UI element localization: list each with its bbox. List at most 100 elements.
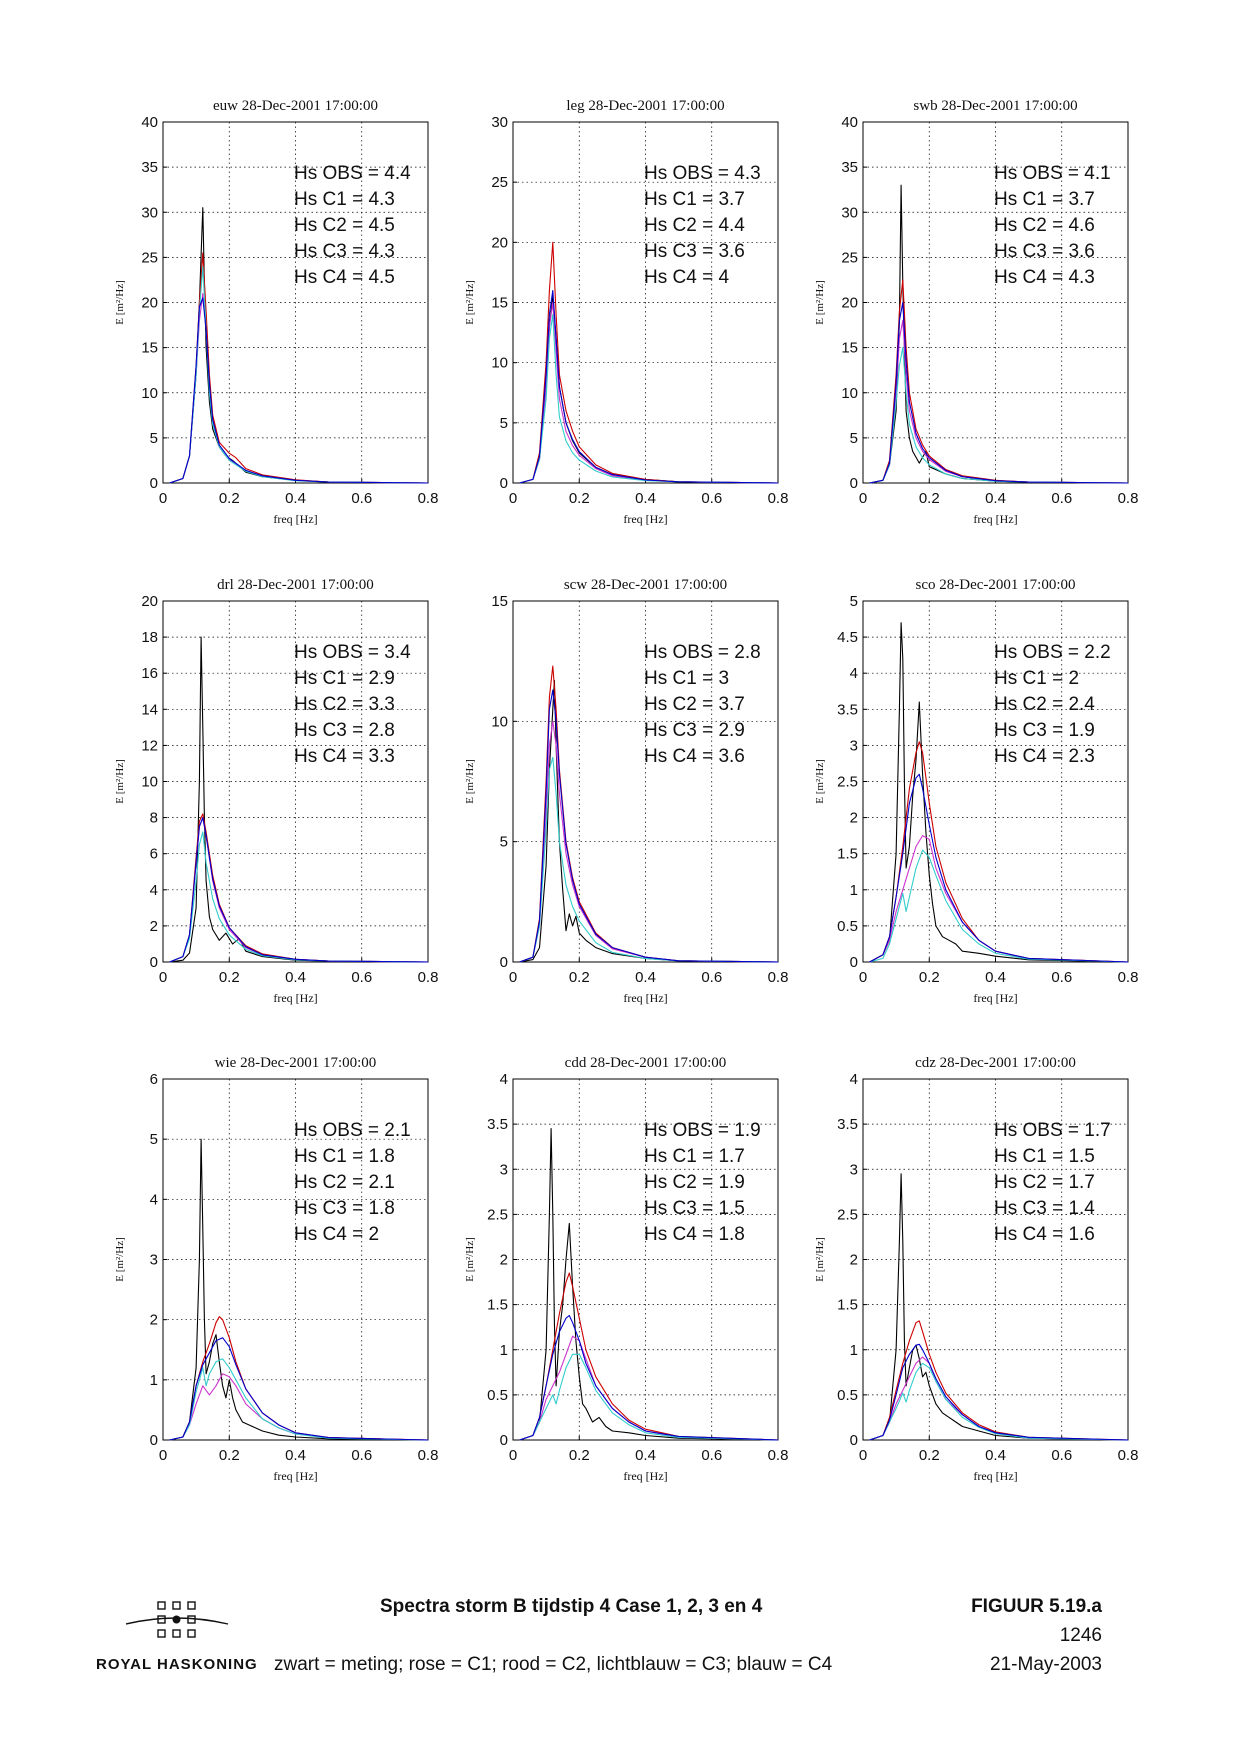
- x-axis-label: freq [Hz]: [973, 1469, 1017, 1483]
- y-axis-label: E [m²/Hz]: [114, 759, 126, 804]
- y-tick-label: 5: [850, 430, 858, 447]
- x-tick-label: 0.2: [219, 1447, 240, 1464]
- hs-annotation: Hs C3 = 1.9: [994, 720, 1095, 741]
- x-tick-label: 0.2: [919, 969, 940, 986]
- y-tick-label: 40: [141, 114, 158, 131]
- hs-annotation: Hs C2 = 1.9: [644, 1172, 745, 1193]
- y-tick-label: 2: [500, 1252, 508, 1269]
- hs-annotation: Hs C3 = 1.4: [994, 1198, 1095, 1219]
- hs-annotation: Hs C1 = 3.7: [644, 189, 745, 210]
- spectrum-panel: 0 0.2 0.4 0.6 0.8 0 5 10 15 20 25 30 35 40 euw 28-Dec-…: [114, 98, 438, 526]
- series-line-0: [169, 636, 429, 963]
- color-legend-text: zwart = meting; rose = C1; rood = C2, li…: [274, 1654, 833, 1675]
- y-tick-label: 0: [150, 1432, 158, 1449]
- y-tick-label: 2.5: [487, 1206, 508, 1223]
- hs-annotation: Hs C2 = 4.5: [294, 215, 395, 236]
- series-line-3: [519, 1353, 779, 1441]
- x-tick-label: 0.2: [219, 969, 240, 986]
- y-tick-label: 1.5: [837, 1297, 858, 1314]
- y-tick-label: 4: [150, 1191, 158, 1208]
- y-tick-label: 1: [150, 1372, 158, 1389]
- y-tick-label: 18: [141, 629, 158, 646]
- hs-annotation: Hs C4 = 2.3: [994, 746, 1095, 767]
- y-tick-label: 14: [141, 701, 158, 718]
- y-tick-label: 2: [150, 1312, 158, 1329]
- x-axis-label: freq [Hz]: [273, 512, 317, 526]
- series-line-4: [169, 817, 429, 963]
- y-tick-label: 40: [841, 114, 858, 131]
- y-tick-label: 10: [491, 355, 508, 372]
- series-line-0: [869, 1173, 1129, 1441]
- y-tick-label: 6: [150, 1071, 158, 1088]
- y-tick-label: 0: [150, 954, 158, 971]
- hs-annotation: Hs OBS = 2.8: [644, 642, 761, 663]
- chart-title: cdz 28-Dec-2001 17:00:00: [915, 1055, 1076, 1071]
- y-axis-label: E [m²/Hz]: [464, 280, 476, 325]
- hs-annotation: Hs C1 = 2: [994, 668, 1079, 689]
- y-tick-label: 10: [491, 713, 508, 730]
- hs-annotation: Hs C1 = 1.8: [294, 1146, 395, 1167]
- x-tick-label: 0.6: [701, 1447, 722, 1464]
- series-line-3: [169, 831, 429, 963]
- x-tick-label: 0: [859, 969, 867, 986]
- series-line-3: [869, 849, 1129, 963]
- hs-annotation: Hs OBS = 4.3: [644, 163, 761, 184]
- x-tick-label: 0.2: [569, 969, 590, 986]
- y-tick-label: 2: [850, 1252, 858, 1269]
- y-tick-label: 0.5: [837, 1387, 858, 1404]
- y-tick-label: 35: [141, 159, 158, 176]
- y-tick-label: 5: [500, 415, 508, 432]
- series-line-3: [519, 756, 779, 963]
- hs-annotation: Hs C1 = 3: [644, 668, 729, 689]
- y-tick-label: 10: [141, 774, 158, 791]
- series-line-3: [169, 1358, 429, 1441]
- y-tick-label: 35: [841, 159, 858, 176]
- y-tick-label: 3.5: [837, 701, 858, 718]
- hs-annotation: Hs C4 = 4: [644, 267, 729, 288]
- x-tick-label: 0.6: [701, 969, 722, 986]
- y-tick-label: 20: [841, 295, 858, 312]
- y-tick-label: 25: [841, 249, 858, 266]
- hs-annotation: Hs OBS = 1.9: [644, 1120, 761, 1141]
- hs-annotation: Hs C4 = 3.6: [644, 746, 745, 767]
- hs-annotation: Hs C2 = 4.6: [994, 215, 1095, 236]
- hs-annotation: Hs C1 = 3.7: [994, 189, 1095, 210]
- y-tick-label: 1: [850, 1342, 858, 1359]
- spectrum-panel: 0 0.2 0.4 0.6 0.8 0 0.5 1 1.5 2 2.5 3 3.5 4 4.5 5 sco 28…: [814, 577, 1138, 1005]
- y-tick-label: 30: [141, 204, 158, 221]
- series-line-1: [519, 301, 779, 484]
- hs-annotation: Hs C4 = 2: [294, 1224, 379, 1245]
- y-tick-label: 10: [141, 385, 158, 402]
- spectrum-panel: 0 0.2 0.4 0.6 0.8 0 5 10 15 20 25 30 35 40 swb 28-Dec-…: [814, 98, 1138, 526]
- x-tick-label: 0.8: [418, 490, 439, 507]
- x-tick-label: 0: [509, 969, 517, 986]
- x-tick-label: 0.4: [985, 1447, 1006, 1464]
- hs-annotation: Hs C4 = 1.8: [644, 1224, 745, 1245]
- y-tick-label: 0: [150, 475, 158, 492]
- y-tick-label: 5: [500, 834, 508, 851]
- y-axis-label: E [m²/Hz]: [814, 759, 826, 804]
- y-tick-label: 3: [150, 1252, 158, 1269]
- x-tick-label: 0.4: [635, 1447, 656, 1464]
- hs-annotation: Hs C1 = 1.7: [644, 1146, 745, 1167]
- hs-annotation: Hs C2 = 3.7: [644, 694, 745, 715]
- spectrum-panel: 0 0.2 0.4 0.6 0.8 0 0.5 1 1.5 2 2.5 3 3.5 4 cdd 28-Dec…: [464, 1055, 788, 1483]
- hs-annotation: Hs C3 = 2.9: [644, 720, 745, 741]
- y-tick-label: 2: [150, 918, 158, 935]
- y-tick-label: 1: [500, 1342, 508, 1359]
- y-tick-label: 20: [141, 295, 158, 312]
- x-axis-label: freq [Hz]: [623, 991, 667, 1005]
- hs-annotation: Hs C3 = 3.6: [644, 241, 745, 262]
- y-tick-label: 3: [850, 737, 858, 754]
- chart-title: leg 28-Dec-2001 17:00:00: [566, 98, 724, 114]
- x-tick-label: 0.4: [285, 1447, 306, 1464]
- y-tick-label: 25: [491, 174, 508, 191]
- x-tick-label: 0.8: [418, 969, 439, 986]
- y-tick-label: 15: [491, 593, 508, 610]
- y-tick-label: 16: [141, 665, 158, 682]
- series-line-0: [519, 1128, 779, 1441]
- x-tick-label: 0.2: [919, 490, 940, 507]
- x-tick-label: 0: [509, 1447, 517, 1464]
- y-tick-label: 4: [150, 882, 158, 899]
